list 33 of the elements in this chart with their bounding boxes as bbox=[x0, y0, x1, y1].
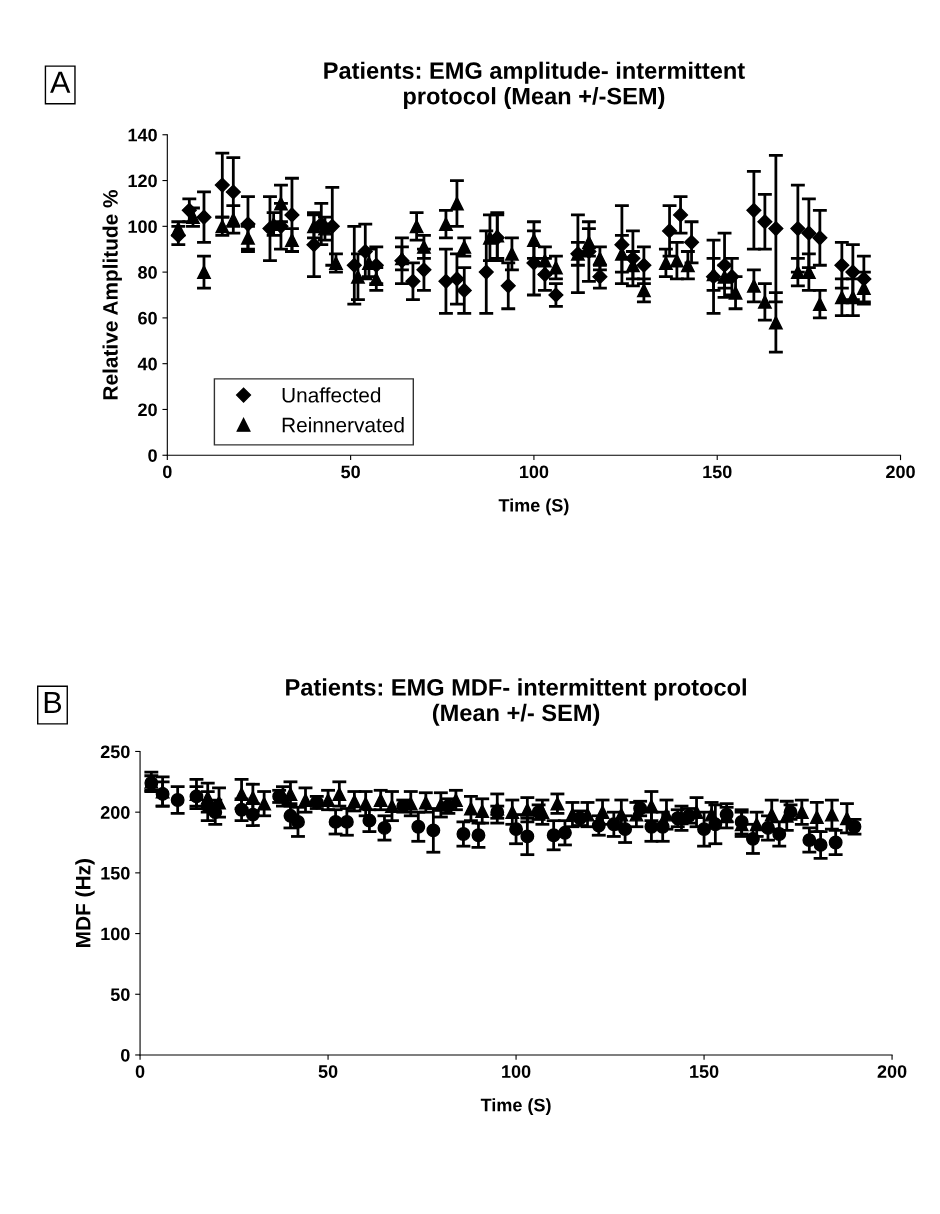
x-tick-label: 200 bbox=[877, 1065, 907, 1078]
x-axis-title: Time (S) bbox=[498, 498, 569, 516]
y-tick-label: 120 bbox=[128, 174, 157, 188]
x-tick-label: 100 bbox=[502, 1065, 531, 1078]
y-tick-label: 40 bbox=[137, 357, 157, 371]
y-tick-label: 200 bbox=[100, 806, 130, 819]
x-tick-label: 0 bbox=[163, 465, 172, 479]
y-tick-label: 0 bbox=[121, 1048, 130, 1062]
y-tick-label: 20 bbox=[138, 403, 157, 417]
y-tick-label: 50 bbox=[110, 988, 130, 1001]
x-tick-label: 150 bbox=[703, 465, 732, 479]
x-tick-label: 200 bbox=[886, 465, 915, 479]
text: A bbox=[50, 71, 71, 93]
chart-title: Patients: EMG MDF- intermittent protocol (Mean +/- SEM) bbox=[286, 678, 746, 726]
x-tick-label: 150 bbox=[690, 1065, 719, 1078]
legend-label: Unaffected bbox=[282, 387, 381, 403]
y-axis-title: Relative Amplitude % bbox=[102, 190, 122, 400]
y-tick-label: 60 bbox=[138, 311, 157, 325]
chart-title: Patients: EMG amplitude- intermittent protocol (Mean +/-SEM) bbox=[324, 61, 745, 110]
y-tick-label: 100 bbox=[128, 220, 157, 234]
legend-label: Reinnervated bbox=[282, 417, 404, 433]
x-tick-label: 50 bbox=[341, 465, 360, 479]
x-tick-label: 100 bbox=[520, 465, 549, 479]
y-tick-label: 250 bbox=[100, 745, 130, 759]
text: B bbox=[44, 691, 62, 713]
y-tick-label: 0 bbox=[148, 449, 157, 462]
y-tick-label: 150 bbox=[101, 866, 130, 880]
y-axis-title: MDF (Hz) bbox=[75, 859, 95, 947]
x-tick-label: 50 bbox=[318, 1065, 338, 1078]
y-tick-label: 100 bbox=[101, 927, 130, 941]
y-tick-label: 140 bbox=[128, 128, 157, 142]
x-axis-title: Time (S) bbox=[480, 1098, 551, 1116]
y-tick-label: 80 bbox=[138, 266, 157, 279]
